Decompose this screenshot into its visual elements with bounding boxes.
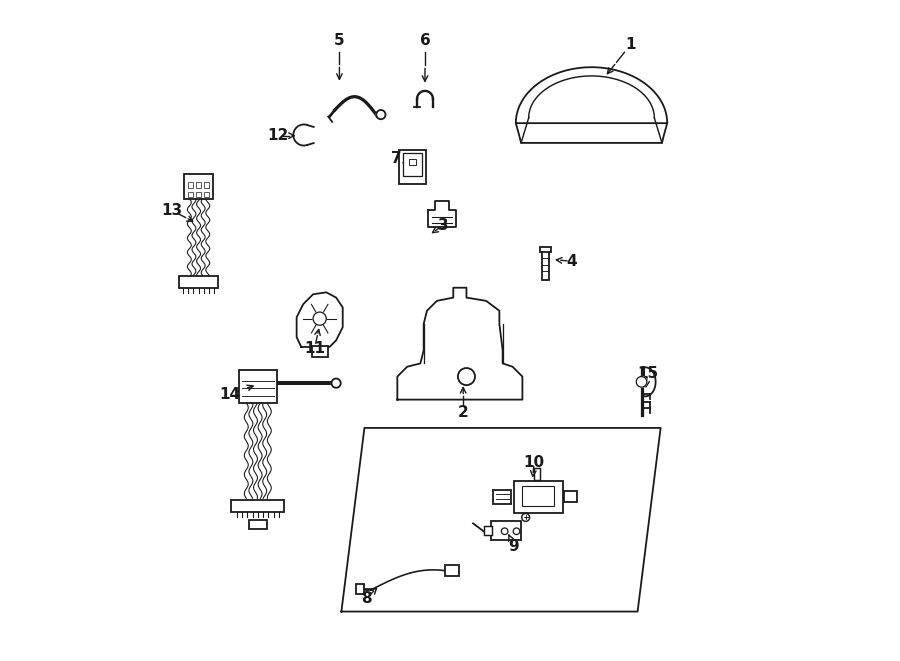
Bar <box>564 491 577 502</box>
Text: 12: 12 <box>267 128 288 143</box>
Bar <box>542 249 549 280</box>
Text: 8: 8 <box>361 591 372 606</box>
Bar <box>410 159 416 165</box>
Bar <box>179 276 219 288</box>
Bar <box>483 526 492 535</box>
Text: 5: 5 <box>334 34 345 48</box>
Bar <box>184 174 213 199</box>
Bar <box>540 247 551 253</box>
Bar <box>522 486 554 506</box>
Bar <box>534 468 540 480</box>
Bar <box>311 346 328 357</box>
Polygon shape <box>297 292 343 347</box>
Text: 4: 4 <box>566 254 577 269</box>
Bar <box>238 370 277 403</box>
Text: 13: 13 <box>162 203 183 218</box>
Bar <box>491 522 521 540</box>
Circle shape <box>376 110 385 119</box>
Bar <box>445 565 459 576</box>
Bar <box>399 150 427 184</box>
Text: 2: 2 <box>458 405 469 420</box>
Bar <box>203 192 209 197</box>
Circle shape <box>313 312 327 325</box>
Bar <box>514 481 563 513</box>
Bar <box>203 182 209 188</box>
Text: 14: 14 <box>219 387 240 402</box>
Circle shape <box>636 377 647 387</box>
Text: 10: 10 <box>524 455 544 470</box>
Text: 15: 15 <box>637 366 658 381</box>
Bar <box>248 520 267 529</box>
Polygon shape <box>428 202 456 227</box>
Bar <box>403 153 422 176</box>
Text: 9: 9 <box>508 539 519 554</box>
Text: 11: 11 <box>304 342 325 356</box>
Text: 1: 1 <box>626 36 636 52</box>
Polygon shape <box>397 288 522 400</box>
Bar <box>188 182 194 188</box>
Text: 6: 6 <box>419 34 430 48</box>
Bar <box>493 490 511 504</box>
Text: 3: 3 <box>438 217 449 233</box>
Text: 7: 7 <box>391 151 401 165</box>
Bar <box>188 192 194 197</box>
Bar <box>356 584 364 594</box>
Circle shape <box>331 379 341 388</box>
Bar <box>196 192 202 197</box>
Bar <box>196 182 202 188</box>
Bar <box>231 500 284 512</box>
